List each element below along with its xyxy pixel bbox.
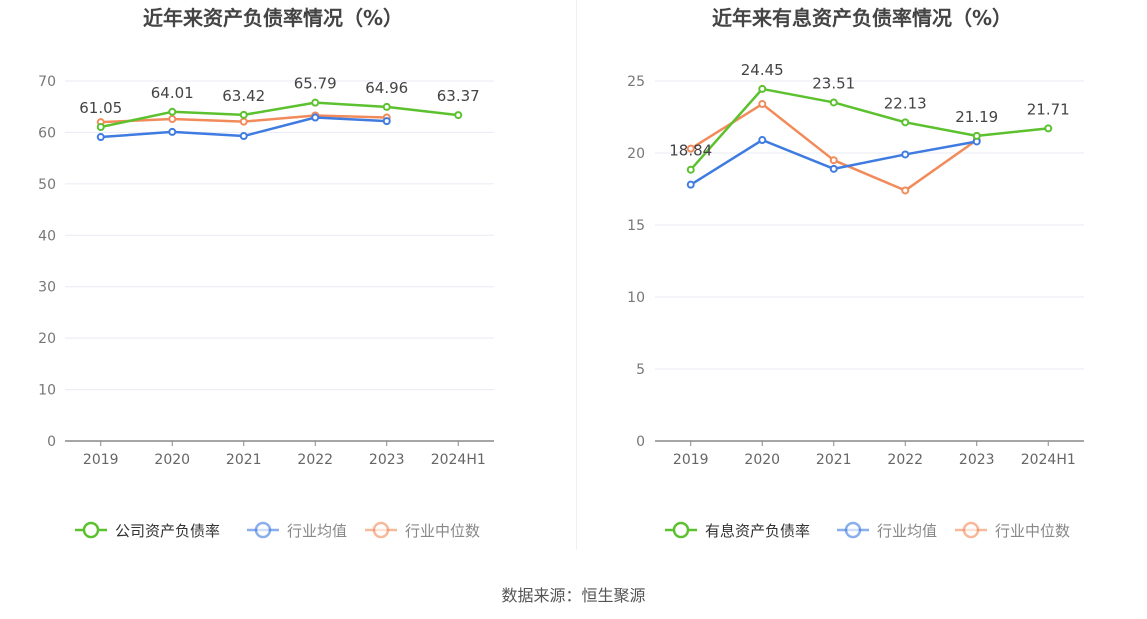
- legend-marker: [672, 521, 690, 539]
- data-point: [972, 131, 981, 140]
- y-tick-label: 50: [38, 177, 56, 193]
- data-point: [239, 110, 248, 119]
- data-point: [382, 102, 391, 111]
- data-point: [382, 117, 391, 126]
- x-tick-label: 2024H1: [1021, 452, 1076, 468]
- legend-label: 行业中位数: [995, 522, 1070, 540]
- y-tick-label: 15: [627, 218, 645, 234]
- data-label: 63.37: [437, 87, 480, 105]
- series-line: [100, 101, 459, 129]
- legend-marker: [844, 521, 862, 539]
- chart-title: 近年来资产负债率情况（%）: [143, 6, 403, 30]
- data-point: [168, 107, 177, 116]
- y-tick-label: 70: [38, 74, 56, 90]
- data-point: [686, 165, 695, 174]
- x-tick-label: 2021: [816, 452, 852, 468]
- data-point: [96, 123, 105, 132]
- legend-label: 行业均值: [287, 522, 347, 540]
- data-point: [829, 156, 838, 165]
- data-point: [96, 133, 105, 142]
- data-point: [686, 180, 695, 189]
- series-line: [689, 87, 1049, 171]
- data-label: 61.05: [79, 99, 122, 117]
- data-point: [758, 100, 767, 109]
- data-point: [901, 118, 910, 127]
- x-tick-label: 2023: [369, 452, 405, 468]
- legend-label: 有息资产负债率: [705, 522, 810, 540]
- y-tick-label: 20: [627, 146, 645, 162]
- data-label: 65.79: [294, 75, 337, 93]
- data-label: 64.01: [151, 84, 194, 102]
- legend-marker: [372, 521, 390, 539]
- x-tick-label: 2019: [83, 452, 119, 468]
- data-label: 21.71: [1027, 100, 1070, 118]
- data-point: [454, 111, 463, 120]
- data-label: 23.51: [812, 74, 855, 92]
- data-point: [1044, 124, 1053, 133]
- legend-label: 行业中位数: [405, 522, 480, 540]
- data-point: [168, 127, 177, 136]
- y-tick-label: 40: [38, 228, 56, 244]
- data-point: [168, 115, 177, 124]
- data-point: [686, 144, 695, 153]
- data-point: [901, 186, 910, 195]
- data-point: [239, 132, 248, 141]
- data-point: [758, 136, 767, 145]
- chart-title: 近年来有息资产负债率情况（%）: [712, 6, 1012, 30]
- data-label: 18.84: [669, 142, 712, 160]
- x-tick-label: 2022: [887, 452, 923, 468]
- legend-label: 行业均值: [877, 522, 937, 540]
- data-point: [311, 113, 320, 122]
- data-point: [311, 98, 320, 107]
- data-point: [829, 164, 838, 173]
- y-tick-label: 30: [38, 280, 56, 296]
- x-tick-label: 2023: [959, 452, 995, 468]
- legend-marker: [82, 521, 100, 539]
- data-label: 63.42: [222, 87, 265, 105]
- x-tick-label: 2020: [744, 452, 780, 468]
- data-point: [239, 117, 248, 126]
- chart-1: 近年来资产负债率情况（%） 0 10 20 30 40 50 60 70 2019 2020 2021…: [38, 6, 494, 540]
- data-label: 24.45: [741, 61, 784, 79]
- y-tick-label: 60: [38, 125, 56, 141]
- y-tick-label: 10: [627, 290, 645, 306]
- y-tick-label: 10: [38, 383, 56, 399]
- legend-label: 公司资产负债率: [115, 522, 220, 540]
- legend-marker: [962, 521, 980, 539]
- y-tick-label: 20: [38, 331, 56, 347]
- data-label: 22.13: [884, 94, 927, 112]
- y-tick-label: 0: [47, 434, 56, 450]
- x-tick-label: 2022: [297, 452, 333, 468]
- y-tick-label: 0: [636, 434, 645, 450]
- chart-2: 近年来有息资产负债率情况（%） 0 5 10 15 20 25 2019 2020 2021 202…: [627, 6, 1084, 540]
- data-label: 21.19: [955, 108, 998, 126]
- data-point: [901, 150, 910, 159]
- y-tick-label: 25: [627, 74, 645, 90]
- panel-divider: [576, 0, 577, 550]
- data-source-note: 数据来源：恒生聚源: [501, 586, 646, 605]
- data-point: [758, 84, 767, 93]
- x-tick-label: 2024H1: [431, 452, 486, 468]
- data-point: [829, 98, 838, 107]
- x-tick-label: 2019: [673, 452, 709, 468]
- data-label: 64.96: [365, 79, 408, 97]
- series-line: [690, 102, 978, 192]
- legend-marker: [254, 521, 272, 539]
- x-tick-label: 2020: [154, 452, 190, 468]
- x-tick-label: 2021: [226, 452, 262, 468]
- y-tick-label: 5: [636, 362, 645, 378]
